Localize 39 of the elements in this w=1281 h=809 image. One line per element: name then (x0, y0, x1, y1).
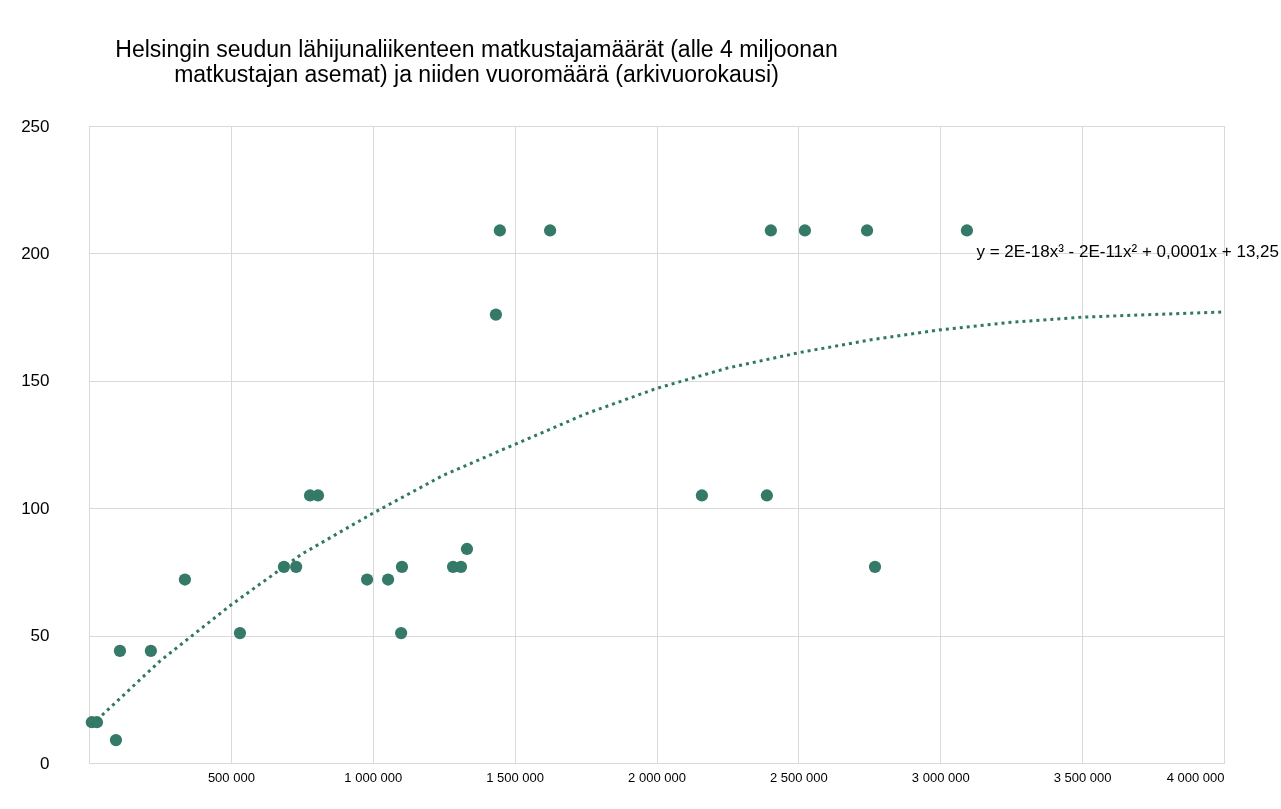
text: Helsingin seudun lähijunaliikenteen matkustajamäärät (alle 4 miljoonan (115, 36, 838, 62)
x-tick-label: 1 500 000 (486, 769, 545, 785)
point (760, 489, 773, 502)
y-tick-label: 250 (21, 116, 50, 136)
point (489, 308, 503, 321)
x-tick-label: 3 500 000 (1053, 769, 1112, 785)
y-tick-label: 200 (21, 243, 50, 263)
x-tick-label: 500 000 (207, 769, 255, 785)
text: matkustajan asemat) ja niiden vuoromäärä (arkivuorokausi) (174, 61, 779, 87)
point (860, 224, 874, 237)
point (454, 560, 468, 573)
x-tick-label: 4 000 000 (1166, 769, 1225, 785)
point (543, 224, 557, 237)
point (868, 560, 882, 573)
y-tick-label: 50 (30, 626, 50, 646)
x-tick-label: 3 000 000 (911, 769, 970, 785)
annotation: y = 2E-18x³ - 2E-11x² + 0,0001x + 13,25 (976, 242, 1279, 261)
point (233, 626, 247, 640)
y-tick-label: 150 (21, 371, 50, 391)
point (178, 573, 192, 586)
point (360, 573, 374, 586)
point (109, 733, 123, 747)
point (290, 560, 303, 573)
point (395, 626, 408, 640)
point (798, 224, 812, 237)
x-tick-label: 2 500 000 (769, 769, 828, 785)
point (460, 542, 474, 556)
point (113, 644, 127, 657)
point (695, 489, 709, 502)
point (144, 644, 157, 657)
point (395, 560, 409, 573)
point (381, 573, 395, 586)
x-tick-label: 2 000 000 (628, 769, 686, 785)
point (493, 224, 506, 237)
y-tick-label: 0 (40, 753, 50, 773)
x-tick-label: 1 000 000 (344, 769, 403, 785)
y-tick-label: 100 (21, 498, 50, 518)
point (960, 224, 974, 237)
point (764, 224, 777, 237)
